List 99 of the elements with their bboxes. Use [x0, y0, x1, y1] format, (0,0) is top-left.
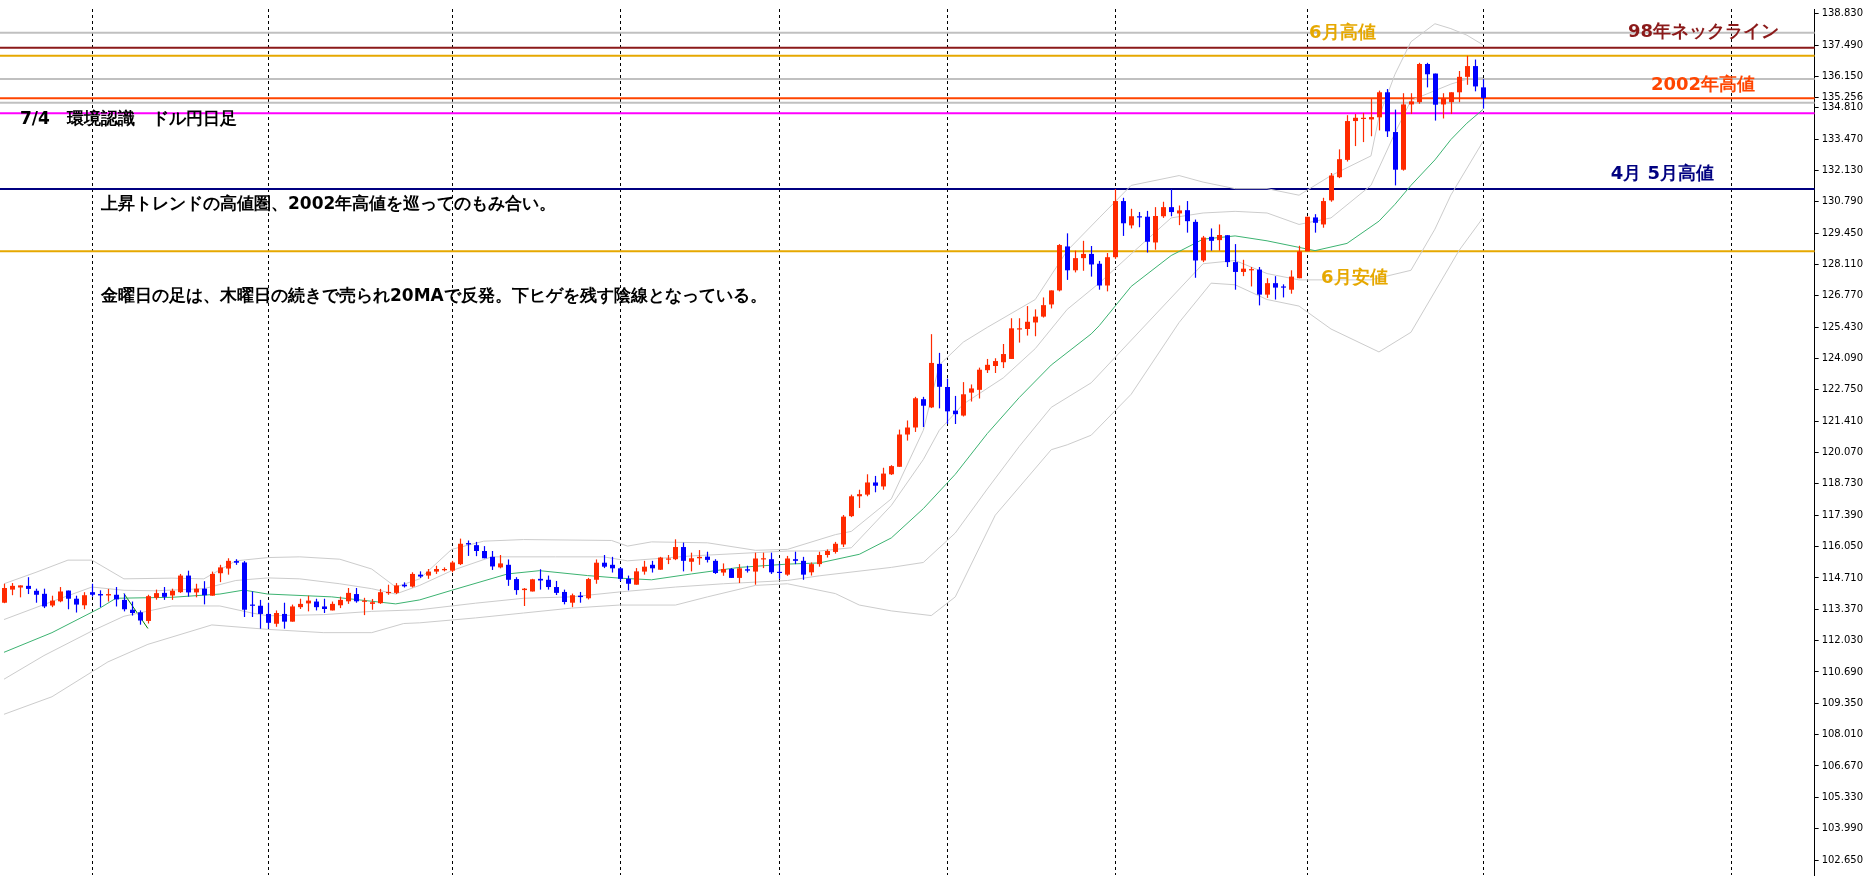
- candlestick: [753, 552, 758, 586]
- candlestick: [42, 588, 47, 609]
- candlestick: [586, 577, 591, 601]
- candlestick: [921, 396, 926, 428]
- candlestick: [977, 367, 982, 400]
- y-tick-label: 130.790: [1821, 195, 1864, 207]
- y-tick-label: 124.090: [1821, 352, 1864, 364]
- candlestick: [681, 541, 686, 572]
- candlestick: [1321, 197, 1326, 229]
- y-tick-label: 122.750: [1821, 383, 1864, 395]
- candlestick: [1001, 343, 1006, 369]
- candlestick: [937, 352, 942, 409]
- candlestick: [186, 570, 191, 598]
- y-tick-label: 117.390: [1821, 508, 1864, 520]
- candlestick: [881, 467, 886, 491]
- candlestick: [689, 552, 694, 572]
- candlestick: [1289, 269, 1294, 295]
- candlestick: [458, 538, 463, 566]
- y-tick-label: 135.256: [1821, 90, 1864, 102]
- ref-line-label: 6月高値: [1309, 21, 1376, 43]
- candlestick: [1473, 58, 1478, 92]
- candlestick: [1201, 235, 1206, 263]
- candlestick: [1185, 200, 1190, 234]
- y-tick-label: 113.370: [1821, 602, 1864, 614]
- candlestick: [490, 550, 495, 571]
- candlestick: [961, 381, 966, 418]
- y-tick-label: 102.650: [1821, 853, 1864, 865]
- candlestick: [1265, 277, 1270, 299]
- candlestick: [1449, 91, 1454, 115]
- candlestick: [1089, 245, 1094, 278]
- candlestick: [785, 555, 790, 577]
- ref-line-label: 98年ネックライン: [1627, 19, 1779, 41]
- candlestick: [801, 556, 806, 581]
- y-tick-label: 138.830: [1821, 7, 1864, 19]
- candlestick: [1121, 197, 1126, 237]
- candlestick: [1049, 289, 1054, 310]
- candlestick: [506, 558, 511, 587]
- candlestick: [1025, 305, 1030, 337]
- candlestick: [737, 563, 742, 584]
- candlestick: [1129, 208, 1134, 230]
- candlestick: [1017, 317, 1022, 344]
- candlestick: [673, 538, 678, 561]
- y-tick-label: 129.450: [1821, 226, 1864, 238]
- y-tick-label: 120.070: [1821, 446, 1864, 458]
- candlestick: [1457, 70, 1462, 103]
- y-tick-label: 128.110: [1821, 258, 1864, 270]
- y-tick-label: 108.010: [1821, 728, 1864, 740]
- y-tick-label: 133.470: [1821, 132, 1864, 144]
- candlestick: [905, 419, 910, 442]
- y-tick-label: 126.770: [1821, 289, 1864, 301]
- candlestick: [1313, 213, 1318, 234]
- candlestick: [1409, 92, 1414, 115]
- y-tick-label: 134.810: [1821, 101, 1864, 113]
- candlestick: [1337, 148, 1342, 179]
- y-tick-label: 136.150: [1821, 69, 1864, 81]
- candlestick: [1041, 296, 1046, 319]
- y-tick-label: 114.710: [1821, 571, 1864, 583]
- candlestick: [1169, 188, 1174, 217]
- y-tick-label: 137.490: [1821, 38, 1864, 50]
- candlestick: [1273, 275, 1278, 301]
- y-tick-label: 112.030: [1821, 634, 1864, 646]
- candlestick: [1081, 240, 1086, 272]
- y-tick-label: 106.670: [1821, 759, 1864, 771]
- y-tick-label: 103.990: [1821, 822, 1864, 834]
- candlestick: [1065, 232, 1070, 281]
- candlestick: [849, 494, 854, 518]
- ref-line-label: 6月安値: [1321, 266, 1388, 288]
- candlestick: [1177, 204, 1182, 226]
- candlestick: [865, 473, 870, 497]
- text: 7/4 環境認識 ドル円日足: [20, 107, 237, 130]
- y-tick-label: 118.730: [1821, 477, 1864, 489]
- candlestick: [1233, 243, 1238, 291]
- y-tick-label: 125.430: [1821, 320, 1864, 332]
- candlestick: [178, 573, 183, 594]
- candlestick: [1465, 55, 1470, 86]
- candlestick: [1217, 223, 1222, 252]
- y-tick-label: 121.410: [1821, 414, 1864, 426]
- candlestick: [1425, 62, 1430, 88]
- ref-line-label: 2002年高値: [1650, 72, 1755, 94]
- candlestick: [1209, 227, 1214, 252]
- candlestick: [258, 599, 263, 630]
- candlestick: [857, 489, 862, 509]
- candlestick: [210, 571, 215, 597]
- ref-line-label: 4月 5月高値: [1610, 161, 1714, 183]
- candlestick: [1097, 260, 1102, 291]
- y-tick-label: 109.350: [1821, 696, 1864, 708]
- candlestick: [282, 602, 287, 630]
- y-tick-label: 105.330: [1821, 790, 1864, 802]
- candlestick: [202, 580, 207, 605]
- y-tick-label: 110.690: [1821, 665, 1864, 677]
- y-tick-label: 116.050: [1821, 540, 1864, 552]
- y-tick-label: 132.130: [1821, 164, 1864, 175]
- candlestick: [266, 602, 271, 630]
- candlestick: [594, 558, 599, 585]
- candlestick: [769, 552, 774, 575]
- candlestick: [1481, 78, 1486, 110]
- candlestick: [1441, 92, 1446, 120]
- candlestick: [1353, 113, 1358, 147]
- candlestick: [1073, 250, 1078, 273]
